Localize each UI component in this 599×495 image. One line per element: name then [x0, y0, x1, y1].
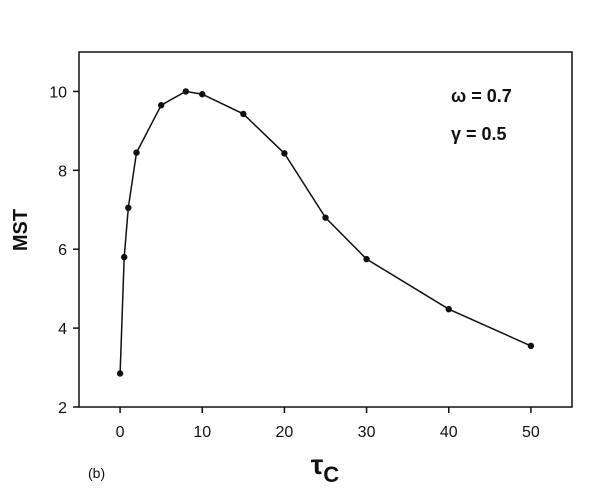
x-axis-ticks: 0 10 20 30 40 50	[116, 407, 540, 441]
x-tick-label: 10	[193, 424, 211, 441]
y-tick-label: 2	[58, 400, 67, 417]
annotation-omega: ω = 0.7	[451, 86, 512, 106]
plot-frame	[78, 51, 573, 408]
data-point	[182, 88, 190, 95]
data-point	[527, 342, 535, 350]
x-tick-label: 40	[440, 424, 458, 441]
y-tick-label: 4	[58, 321, 67, 338]
data-point	[120, 253, 128, 261]
panel-label: (b)	[88, 465, 105, 481]
data-point	[445, 305, 452, 313]
data-point	[199, 91, 206, 98]
y-tick-label: 6	[58, 242, 67, 259]
x-tick-label: 20	[276, 424, 294, 441]
data-point	[240, 110, 247, 118]
y-axis-title: MST	[10, 209, 32, 251]
data-point	[125, 204, 132, 212]
data-point	[133, 149, 140, 156]
x-axis-title-subscript: C	[323, 462, 339, 487]
data-point	[157, 102, 165, 109]
y-tick-label: 8	[58, 163, 67, 180]
x-tick-label: 0	[116, 424, 125, 441]
x-tick-label: 50	[522, 424, 540, 441]
x-axis-title: τC	[311, 449, 340, 487]
y-axis-ticks: 2 4 6 8 10	[49, 84, 79, 417]
data-point	[281, 150, 288, 157]
x-tick-label: 30	[358, 424, 376, 441]
data-point	[363, 255, 370, 263]
annotation-gamma: γ = 0.5	[451, 124, 507, 144]
data-point	[322, 214, 329, 221]
data-points	[116, 88, 535, 377]
data-point	[116, 370, 124, 377]
x-axis-title-main: τ	[311, 449, 324, 480]
y-tick-label: 10	[49, 84, 67, 101]
